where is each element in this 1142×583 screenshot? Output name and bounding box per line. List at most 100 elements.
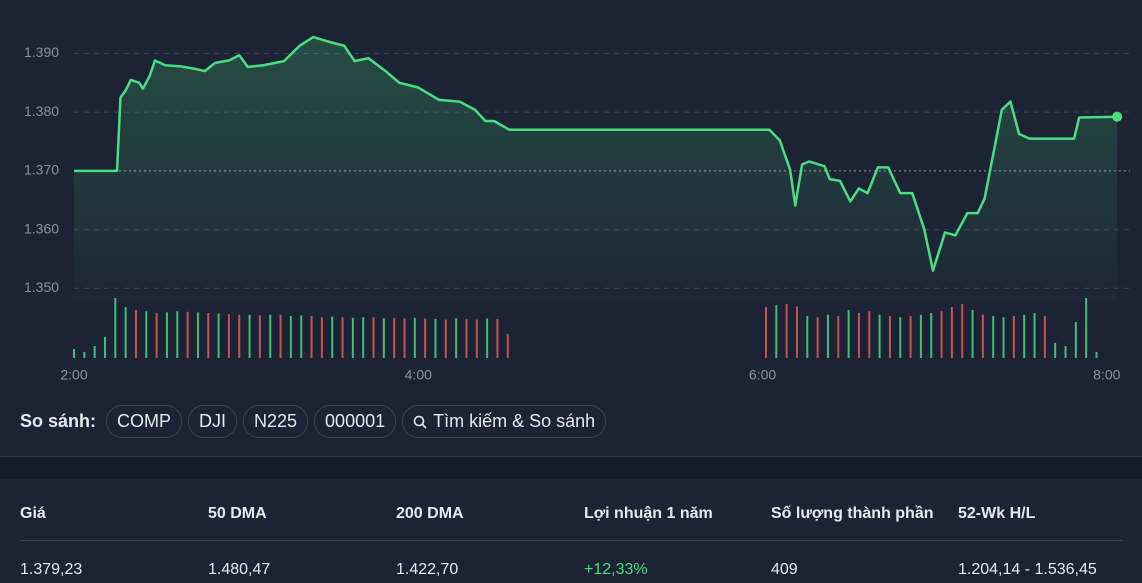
search-chip[interactable]: Tìm kiếm & So sánh xyxy=(402,405,607,438)
volume-bar xyxy=(919,314,922,358)
compare-chip[interactable]: N225 xyxy=(243,405,309,438)
volume-bar xyxy=(310,316,313,358)
y-tick-label: 1.380 xyxy=(24,103,59,119)
stat-header: 200 DMA xyxy=(396,505,464,522)
x-tick-label: 6:00 xyxy=(749,367,776,383)
volume-bar xyxy=(961,304,964,358)
volume-bar xyxy=(165,312,168,358)
compare-chip[interactable]: COMP xyxy=(106,405,183,438)
search-icon xyxy=(413,415,427,429)
y-tick-label: 1.370 xyxy=(24,162,59,178)
volume-bar xyxy=(134,310,137,358)
stat-value: 1.480,47 xyxy=(208,561,271,578)
volume-bar xyxy=(393,317,396,358)
stat-value: +12,33% xyxy=(584,561,648,578)
volume-bar xyxy=(351,317,354,358)
chart: 1.350 1.360 1.370 1.380 1.390 2:00 4:00 6:00 8:0… xyxy=(24,35,1130,383)
volume-bar xyxy=(289,316,292,358)
volume-bar xyxy=(186,311,189,358)
volume-bar xyxy=(950,307,953,358)
volume-bar xyxy=(475,319,478,358)
volume-bar xyxy=(837,316,840,358)
volume-bar xyxy=(217,313,220,358)
price-line xyxy=(74,35,1118,272)
volume-bar xyxy=(764,307,767,358)
volume-bar xyxy=(1012,316,1015,358)
volume-bar xyxy=(145,311,148,358)
volume-bar xyxy=(382,318,385,358)
volume-bar xyxy=(971,310,974,358)
volume-bar xyxy=(930,313,933,358)
volume-bar xyxy=(899,317,902,358)
volume-bar xyxy=(909,316,912,358)
compare-chip[interactable]: DJI xyxy=(188,405,238,438)
volume-bar xyxy=(847,310,850,358)
volume-bar xyxy=(940,311,943,358)
volume-bar xyxy=(124,307,127,358)
volume-bar xyxy=(434,319,437,358)
compare-chip[interactable]: 000001 xyxy=(314,405,397,438)
volume-bar xyxy=(155,313,158,358)
volume-bar xyxy=(775,305,778,358)
stat-value: 1.204,14 - 1.536,45 xyxy=(958,561,1097,578)
volume-bar xyxy=(785,304,788,358)
volume-bar xyxy=(1095,352,1098,358)
volume-bar xyxy=(103,337,106,358)
volume-bar xyxy=(1074,322,1077,358)
volume-bar xyxy=(341,317,344,358)
volume-bar xyxy=(238,314,241,358)
stat-header: Giá xyxy=(20,505,46,522)
volume-bar xyxy=(455,318,458,358)
stat-value: 1.422,70 xyxy=(396,561,459,578)
x-tick-label: 2:00 xyxy=(60,367,87,383)
x-tick-label: 4:00 xyxy=(405,367,432,383)
volume-bar xyxy=(320,317,323,358)
volume-bar xyxy=(279,314,282,358)
volume-bar xyxy=(372,317,375,358)
volume-bar xyxy=(196,312,199,358)
volume-bar xyxy=(868,311,871,358)
compare-label: So sánh: xyxy=(20,411,97,431)
stat-value: 1.379,23 xyxy=(20,561,83,578)
y-tick-label: 1.350 xyxy=(24,279,59,295)
separator xyxy=(20,540,1122,541)
compare-row: So sánh: COMP DJI N225 000001 Tìm kiếm &… xyxy=(20,405,607,438)
volume-bar xyxy=(227,314,230,358)
stat-value: 409 xyxy=(771,561,798,578)
volume-bar xyxy=(486,318,489,358)
volume-bar xyxy=(83,352,86,358)
stat-header: Số lượng thành phần xyxy=(771,505,934,522)
volume-bar xyxy=(362,317,365,358)
volume-bar xyxy=(795,306,798,358)
volume-bar xyxy=(465,319,468,358)
volume-bar xyxy=(1085,298,1088,358)
volume-bar xyxy=(878,314,881,358)
area xyxy=(74,37,1118,300)
volume-bar xyxy=(258,315,261,358)
volume-bar xyxy=(826,314,829,358)
volume-bar xyxy=(981,314,984,358)
volume-bar xyxy=(73,349,75,358)
y-tick-label: 1.360 xyxy=(24,220,59,236)
volume-bar xyxy=(207,313,210,358)
volume-bar xyxy=(1002,317,1005,358)
volume-bar xyxy=(114,298,117,358)
volume-bar xyxy=(403,318,406,358)
volume-bar xyxy=(1054,343,1057,358)
last-point xyxy=(1112,111,1123,122)
stat-header: 50 DMA xyxy=(208,505,267,522)
volume-bar xyxy=(806,316,809,358)
volume-bar xyxy=(269,314,272,358)
stat-header: 52-Wk H/L xyxy=(958,505,1036,522)
volume-bar xyxy=(992,316,995,358)
volume-bar xyxy=(424,318,427,358)
volume-bar xyxy=(176,311,179,358)
volume-bar xyxy=(413,317,416,358)
volume-bar xyxy=(1064,346,1067,358)
volume-bar xyxy=(1033,313,1036,358)
volume-bar xyxy=(857,313,860,358)
volume-bar xyxy=(93,346,96,358)
x-tick-label: 8:00 xyxy=(1093,367,1120,383)
search-text: Tìm kiếm & So sánh xyxy=(433,411,596,431)
